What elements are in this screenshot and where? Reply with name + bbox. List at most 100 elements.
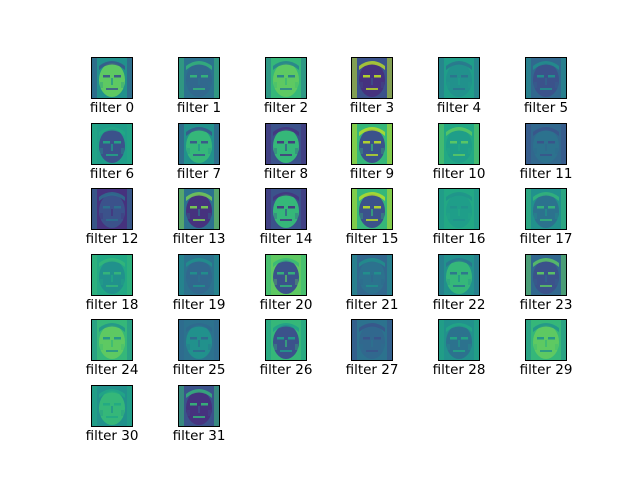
filter-cell: filter 17: [501, 188, 591, 252]
filter-image: [351, 57, 393, 99]
face-activation-map: [179, 189, 219, 229]
filter-label: filter 28: [432, 362, 486, 378]
filter-image: [438, 57, 480, 99]
face-activation-map: [352, 58, 392, 98]
filter-image: [91, 385, 133, 427]
filter-image: [438, 254, 480, 296]
face-activation-map: [266, 58, 306, 98]
filter-label: filter 8: [263, 166, 309, 182]
face-activation-map: [526, 320, 566, 360]
filter-cell: filter 31: [154, 385, 244, 449]
filter-image: [265, 254, 307, 296]
face-activation-map: [352, 189, 392, 229]
filter-image: [351, 319, 393, 361]
filter-label: filter 18: [85, 297, 139, 313]
filter-label: filter 7: [176, 166, 222, 182]
face-activation-map: [439, 58, 479, 98]
filter-cell: filter 15: [327, 188, 417, 252]
face-activation-map: [266, 124, 306, 164]
filter-image: [438, 319, 480, 361]
filter-label: filter 25: [172, 362, 226, 378]
filter-cell: filter 2: [241, 57, 331, 121]
filter-cell: filter 4: [414, 57, 504, 121]
filter-cell: filter 30: [67, 385, 157, 449]
filter-image: [91, 57, 133, 99]
face-activation-map: [526, 255, 566, 295]
filter-cell: filter 22: [414, 254, 504, 318]
filter-image: [91, 188, 133, 230]
filter-image: [525, 123, 567, 165]
filter-cell: filter 20: [241, 254, 331, 318]
face-activation-map: [439, 124, 479, 164]
filter-image: [178, 188, 220, 230]
filter-cell: filter 28: [414, 319, 504, 383]
filter-image: [265, 123, 307, 165]
filter-cell: filter 21: [327, 254, 417, 318]
filter-label: filter 0: [89, 100, 135, 116]
face-activation-map: [179, 255, 219, 295]
face-activation-map: [352, 124, 392, 164]
filter-label: filter 9: [349, 166, 395, 182]
filter-image: [351, 188, 393, 230]
filter-image: [525, 57, 567, 99]
filter-cell: filter 18: [67, 254, 157, 318]
filter-label: filter 12: [85, 231, 139, 247]
filter-cell: filter 24: [67, 319, 157, 383]
face-activation-map: [179, 124, 219, 164]
face-activation-map: [266, 255, 306, 295]
filter-image: [178, 57, 220, 99]
filter-cell: filter 19: [154, 254, 244, 318]
filter-image: [91, 319, 133, 361]
filter-cell: filter 0: [67, 57, 157, 121]
face-activation-map: [526, 58, 566, 98]
filter-label: filter 14: [259, 231, 313, 247]
filter-label: filter 3: [349, 100, 395, 116]
filter-cell: filter 11: [501, 123, 591, 187]
face-activation-map: [526, 124, 566, 164]
filter-label: filter 11: [519, 166, 573, 182]
filter-label: filter 21: [345, 297, 399, 313]
filter-cell: filter 3: [327, 57, 417, 121]
filter-label: filter 4: [436, 100, 482, 116]
filter-image: [178, 254, 220, 296]
filter-label: filter 2: [263, 100, 309, 116]
filter-label: filter 31: [172, 428, 226, 444]
filter-image: [525, 254, 567, 296]
filter-image: [351, 123, 393, 165]
filter-label: filter 1: [176, 100, 222, 116]
filter-label: filter 5: [523, 100, 569, 116]
filter-image: [438, 188, 480, 230]
filter-image: [178, 319, 220, 361]
filter-image: [91, 254, 133, 296]
filter-cell: filter 14: [241, 188, 331, 252]
filter-label: filter 23: [519, 297, 573, 313]
filter-label: filter 17: [519, 231, 573, 247]
filter-image: [178, 385, 220, 427]
face-activation-map: [92, 124, 132, 164]
filter-cell: filter 6: [67, 123, 157, 187]
filter-cell: filter 23: [501, 254, 591, 318]
face-activation-map: [92, 386, 132, 426]
filter-label: filter 6: [89, 166, 135, 182]
face-activation-map: [92, 320, 132, 360]
filter-cell: filter 8: [241, 123, 331, 187]
filter-label: filter 27: [345, 362, 399, 378]
filter-label: filter 13: [172, 231, 226, 247]
filter-cell: filter 16: [414, 188, 504, 252]
filter-cell: filter 7: [154, 123, 244, 187]
filter-cell: filter 12: [67, 188, 157, 252]
face-activation-map: [92, 58, 132, 98]
filter-label: filter 24: [85, 362, 139, 378]
filter-cell: filter 1: [154, 57, 244, 121]
filter-label: filter 20: [259, 297, 313, 313]
face-activation-map: [266, 320, 306, 360]
filter-cell: filter 13: [154, 188, 244, 252]
filter-cell: filter 25: [154, 319, 244, 383]
filter-cell: filter 10: [414, 123, 504, 187]
filter-image: [265, 319, 307, 361]
filter-label: filter 16: [432, 231, 486, 247]
filter-image: [351, 254, 393, 296]
filter-image: [265, 57, 307, 99]
filter-image: [525, 319, 567, 361]
filter-label: filter 15: [345, 231, 399, 247]
